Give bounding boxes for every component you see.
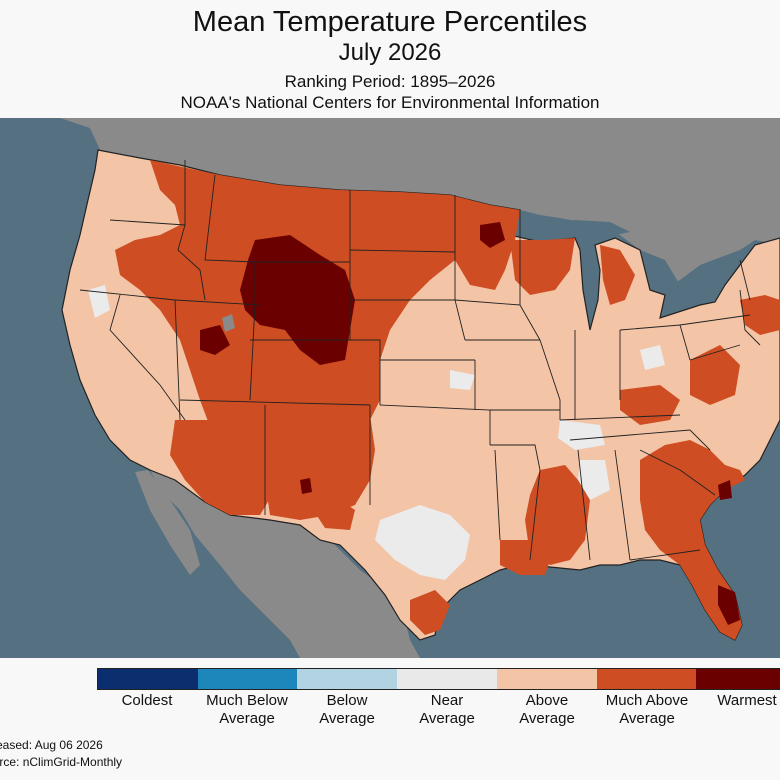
legend-label-below: Below Average <box>319 692 375 727</box>
warmest-arizona <box>300 478 312 494</box>
legend-label-much-above: Much Above Average <box>605 692 689 727</box>
mexico-land <box>150 470 420 658</box>
much-above-gulf-texas <box>410 590 450 635</box>
much-above-appalachia <box>620 385 680 425</box>
legend-color-bar <box>97 668 780 690</box>
legend-swatch-near <box>397 669 497 689</box>
much-above-new-england <box>740 295 780 335</box>
map-subtitle: July 2026 <box>338 39 442 66</box>
warmest-south-carolina <box>718 480 732 500</box>
released-date: Released: Aug 06 2026 <box>0 738 103 752</box>
ranking-period: Ranking Period: 1895–2026 <box>284 72 496 91</box>
near-average-kansas <box>450 370 475 390</box>
legend-swatch-below <box>297 669 398 689</box>
much-above-new-mexico <box>265 405 375 520</box>
near-average-texas <box>375 505 470 580</box>
baja-peninsula <box>135 470 200 575</box>
much-above-virginia <box>690 345 740 405</box>
warmest-utah <box>200 325 230 355</box>
data-source: Source: nClimGrid-Monthly <box>0 755 123 769</box>
legend-swatch-much-above <box>596 669 697 689</box>
legend-label-much-below: Much Below Average <box>206 692 288 727</box>
us-temperature-percentile-map <box>0 118 780 658</box>
legend-labels: Coldest Much Below Average Below Average N… <box>97 692 780 728</box>
near-average-tennessee <box>558 420 605 450</box>
much-above-louisiana <box>500 540 550 575</box>
near-average-california <box>88 285 110 318</box>
legend-swatch-above <box>496 669 597 689</box>
lake-huron <box>640 250 680 295</box>
agency-name: NOAA's National Centers for Environmenta… <box>180 93 600 112</box>
warmest-minnesota <box>480 222 505 248</box>
much-above-mississippi-valley <box>525 465 590 565</box>
warmest-south-florida <box>718 585 740 625</box>
legend-swatch-warmest <box>696 669 780 689</box>
legend-label-above: Above Average <box>519 692 575 727</box>
legend-label-near: Near Average <box>419 692 475 727</box>
warmest-wyoming-colorado <box>240 235 355 365</box>
state-borders <box>79 160 761 561</box>
legend-swatch-coldest <box>98 669 198 689</box>
canada-land <box>0 118 780 290</box>
near-average-ohio <box>640 345 665 370</box>
much-above-southwest <box>170 420 275 515</box>
much-above-upper-michigan <box>600 245 635 305</box>
lake-superior <box>510 220 630 242</box>
much-above-west-texas <box>310 500 355 530</box>
great-salt-lake <box>222 314 235 332</box>
map-title: Mean Temperature Percentiles <box>192 6 588 38</box>
legend-swatch-much-below <box>197 669 298 689</box>
near-average-alabama <box>578 460 610 500</box>
much-above-wisconsin-michigan <box>510 238 575 295</box>
legend-label-coldest: Coldest <box>121 692 173 709</box>
legend-label-warmest: Warmest <box>717 692 777 709</box>
